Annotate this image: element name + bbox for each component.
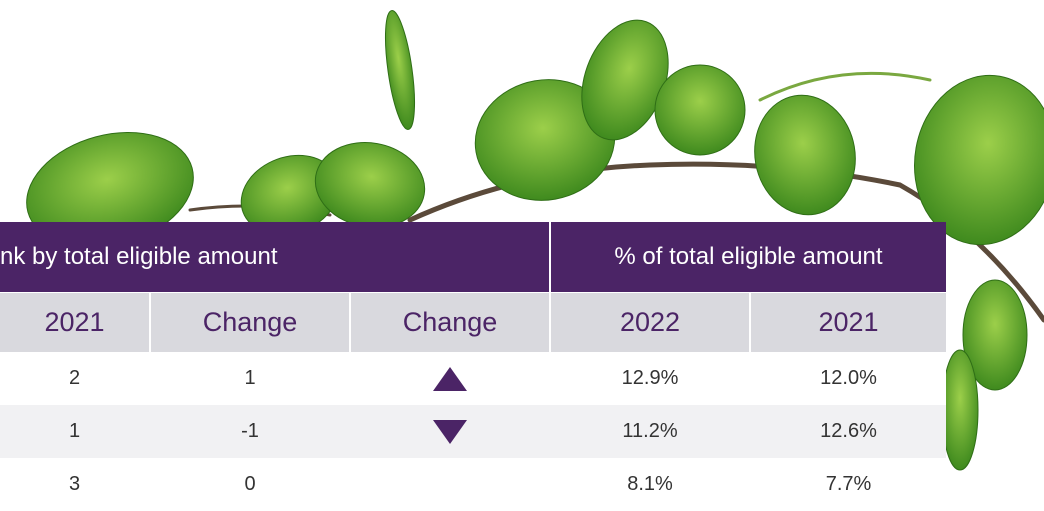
- column-header: 2021: [0, 293, 149, 352]
- column-header: Change: [151, 293, 349, 352]
- group-header: nk by total eligible amount: [0, 222, 549, 292]
- column-header: Change: [351, 293, 549, 352]
- column-header: 2021: [751, 293, 946, 352]
- up-arrow: [430, 364, 470, 394]
- table-cell: 1: [151, 352, 349, 405]
- table-cell: 11.2%: [551, 405, 749, 458]
- table-cell: 8.1%: [551, 458, 749, 511]
- table-cell: 7.7%: [751, 458, 946, 511]
- down-arrow: [430, 417, 470, 447]
- table-cell: 2: [0, 352, 149, 405]
- table-cell: 12.9%: [551, 352, 749, 405]
- column-header: 2022: [551, 293, 749, 352]
- table-cell: 3: [0, 458, 149, 511]
- table-cell: -1: [151, 405, 349, 458]
- table-cell: 12.0%: [751, 352, 946, 405]
- table-cell: 1: [0, 405, 149, 458]
- group-header: % of total eligible amount: [551, 222, 946, 292]
- table-cell: 12.6%: [751, 405, 946, 458]
- page: nk by total eligible amount % of total e…: [0, 0, 1044, 480]
- table-cell: 0: [151, 458, 349, 511]
